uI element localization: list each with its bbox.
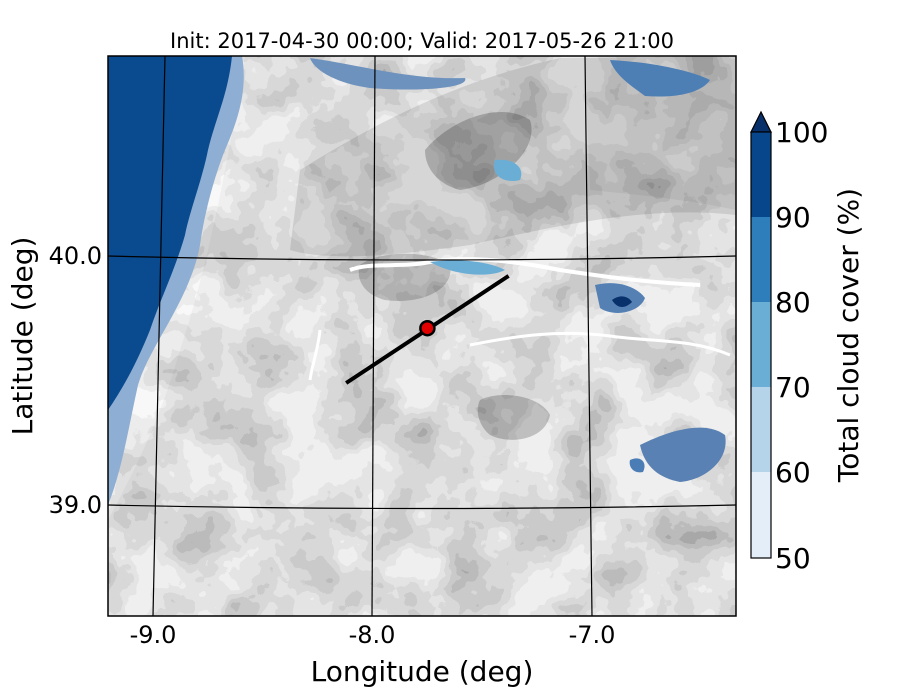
cloud-patch-valley — [430, 260, 505, 275]
river-tagus — [469, 331, 731, 357]
colorbar-extend-triangle — [750, 110, 772, 133]
chart-title: Init: 2017-04-30 00:00; Valid: 2017-05-2… — [170, 29, 674, 53]
colorbar-tick-label: 90 — [775, 201, 811, 234]
point-marker — [419, 319, 436, 337]
y-tick-label: 40.0 — [49, 242, 102, 270]
river-zezere — [308, 329, 322, 381]
colorbar-bin-90-100 — [751, 132, 771, 217]
colorbar-tick-label: 70 — [775, 371, 811, 404]
colorbar-bin-70-80 — [751, 302, 771, 387]
colorbar-frame — [750, 131, 772, 559]
cloud-patch-north — [310, 58, 466, 90]
map-plot-area — [108, 56, 736, 616]
cloud-patch-mid-north — [494, 159, 522, 182]
x-tick-label: -8.0 — [349, 621, 396, 649]
cloud-cover-coastal-dense — [108, 56, 232, 410]
gridline-lon-minus7 — [584, 56, 593, 616]
x-axis-label: Longitude (deg) — [311, 655, 534, 688]
x-tick-label: -7.0 — [569, 621, 616, 649]
gridline-lat-40 — [108, 255, 736, 261]
y-axis-label: Latitude (deg) — [6, 237, 39, 436]
colorbar-bin-50-60 — [751, 472, 771, 558]
colorbar-tick-label: 60 — [775, 456, 811, 489]
graticule — [108, 56, 736, 616]
cloud-patch-southeast — [640, 427, 726, 482]
colorbar-label: Total cloud cover (%) — [832, 188, 865, 483]
y-tick-label: 39.0 — [49, 491, 102, 519]
gridline-lon-minus8 — [371, 56, 376, 616]
colorbar-tick-label: 80 — [775, 286, 811, 319]
colorbar-bin-60-70 — [751, 387, 771, 472]
colorbar-tick-label: 50 — [775, 542, 811, 575]
cloud-patch-east-core — [612, 296, 632, 307]
plot-frame — [107, 55, 737, 617]
cloud-patch-northeast — [610, 60, 710, 97]
colorbar-tick-label: 100 — [775, 116, 828, 149]
river-tagus-upper — [349, 257, 701, 287]
gridline-lon-minus9 — [152, 56, 166, 616]
x-tick-label: -9.0 — [130, 621, 177, 649]
colorbar-bin-80-90 — [751, 217, 771, 302]
colorbar: 100 90 80 70 60 50 Total cloud cover (%) — [750, 110, 865, 575]
gridline-lat-39 — [108, 504, 736, 510]
cloud-patch-southeast-small — [629, 458, 645, 473]
